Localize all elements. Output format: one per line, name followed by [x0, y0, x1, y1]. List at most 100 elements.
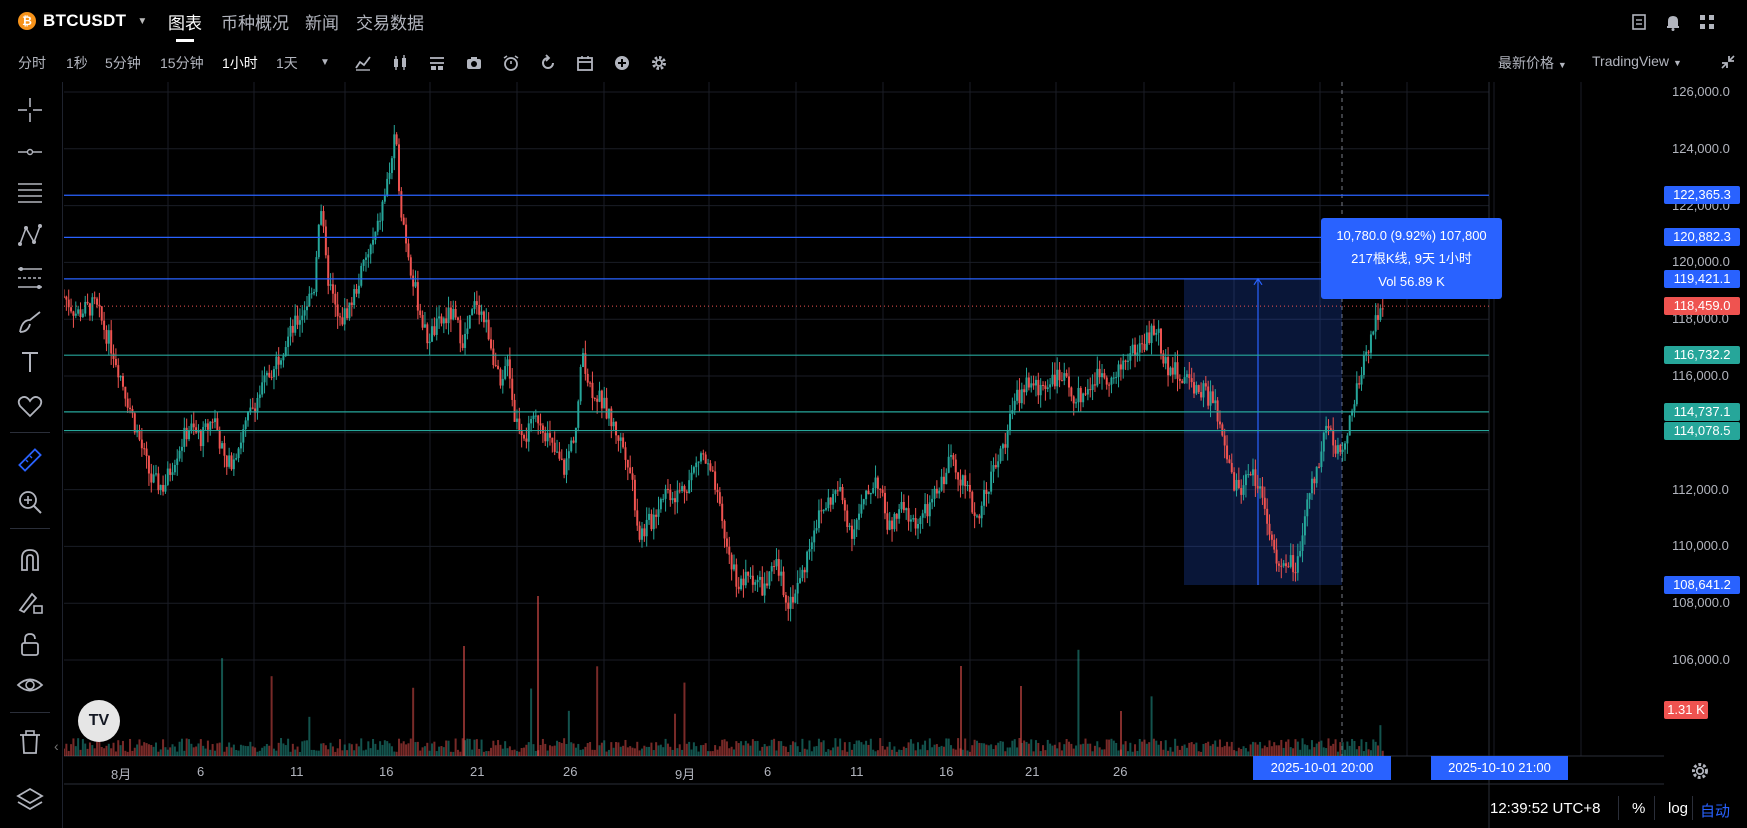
interval-tick[interactable]: 分时	[18, 55, 46, 71]
candle-body	[1233, 472, 1236, 491]
layout-icon[interactable]	[428, 54, 446, 72]
tab-coin-overview[interactable]: 币种概况	[221, 14, 289, 33]
magnet-icon[interactable]	[14, 544, 46, 576]
interval-dropdown-chevron-icon[interactable]: ▼	[320, 57, 330, 68]
tradingview-logo[interactable]: TV	[78, 700, 120, 742]
ruler-icon[interactable]	[14, 444, 46, 476]
notes-icon[interactable]	[1629, 12, 1649, 32]
candle-body	[211, 421, 214, 423]
fib-icon[interactable]	[14, 262, 46, 294]
log-scale-button[interactable]: log	[1668, 800, 1689, 817]
volume-bar	[421, 747, 424, 756]
interval-15m[interactable]: 15分钟	[160, 55, 204, 71]
volume-bar	[249, 741, 252, 756]
volume-bar	[447, 740, 450, 756]
candle-body	[310, 293, 313, 295]
clock[interactable]: 12:39:52 UTC+8	[1490, 800, 1601, 817]
volume-bar	[296, 746, 299, 756]
candle-style-icon[interactable]	[391, 54, 409, 72]
trash-icon[interactable]	[14, 726, 46, 758]
auto-scale-button[interactable]: 自动	[1700, 803, 1731, 820]
tab-trading-data[interactable]: 交易数据	[356, 14, 424, 33]
price-chart[interactable]	[64, 82, 1664, 828]
tab-chart[interactable]: 图表	[168, 14, 202, 33]
add-icon[interactable]	[613, 54, 631, 72]
horizontal-line-icon[interactable]	[14, 136, 46, 168]
candle-body	[473, 301, 476, 310]
multi-line-icon[interactable]	[14, 176, 46, 208]
volume-bar	[883, 749, 886, 756]
candle-body	[129, 407, 132, 409]
volume-bar	[1075, 745, 1078, 756]
volume-bar	[1358, 746, 1361, 756]
candle-body	[449, 307, 452, 320]
tab-news[interactable]: 新闻	[305, 14, 339, 33]
layers-icon[interactable]	[14, 784, 46, 816]
zoom-icon[interactable]	[14, 486, 46, 518]
crosshair-icon[interactable]	[14, 94, 46, 126]
candle-body	[950, 455, 953, 457]
candle-body	[1381, 308, 1384, 310]
text-icon[interactable]	[14, 346, 46, 378]
interval-1d[interactable]: 1天	[276, 55, 298, 71]
alarm-icon[interactable]	[502, 54, 520, 72]
volume-bar	[230, 747, 233, 756]
candle-body	[1126, 360, 1129, 362]
collapse-toolbar-arrow-icon[interactable]: ‹	[54, 738, 59, 754]
measure-box[interactable]	[1184, 278, 1342, 585]
volume-bar	[895, 751, 898, 756]
candle-body	[1256, 486, 1259, 489]
interval-1h[interactable]: 1小时	[222, 55, 258, 71]
volume-bar	[1381, 750, 1384, 756]
candle-body	[1280, 565, 1283, 567]
candle-body	[204, 423, 207, 427]
price-type-select[interactable]: 最新价格 ▼	[1498, 53, 1567, 73]
volume-bar	[1183, 744, 1186, 756]
lock-icon[interactable]	[14, 628, 46, 660]
platform-select[interactable]: TradingView ▼	[1592, 53, 1682, 69]
candle-body	[532, 415, 535, 420]
volume-bar	[1108, 739, 1111, 756]
volume-bar	[1020, 686, 1022, 756]
volume-bar	[640, 748, 643, 756]
gear-icon[interactable]	[650, 54, 668, 72]
replay-icon[interactable]	[539, 54, 557, 72]
volume-bar	[1301, 738, 1304, 756]
candle-body	[188, 430, 191, 440]
volume-bar	[206, 740, 209, 756]
volume-bar	[329, 742, 332, 756]
eye-icon[interactable]	[14, 670, 46, 702]
chart-settings-icon[interactable]	[1690, 761, 1710, 781]
indicator-icon[interactable]	[354, 54, 372, 72]
volume-bar	[1110, 738, 1113, 756]
candle-body	[280, 360, 283, 365]
interval-1s[interactable]: 1秒	[66, 55, 88, 71]
candle-body	[643, 528, 646, 537]
volume-bar	[265, 743, 268, 756]
candle-body	[631, 473, 634, 480]
calendar-icon[interactable]	[576, 54, 594, 72]
brush-icon[interactable]	[14, 306, 46, 338]
alert-bell-icon[interactable]	[1663, 12, 1683, 32]
percent-scale-button[interactable]: %	[1632, 800, 1646, 817]
volume-bar	[213, 750, 216, 756]
drawing-toolbar	[0, 82, 63, 828]
horizontal-lines[interactable]	[64, 194, 1489, 432]
volume-bar	[1308, 749, 1311, 756]
volume-bar	[1145, 743, 1148, 756]
apps-grid-icon[interactable]	[1697, 12, 1717, 32]
camera-icon[interactable]	[465, 54, 483, 72]
candle-body	[810, 542, 813, 550]
measure-range[interactable]	[1184, 273, 1348, 585]
pattern-icon[interactable]	[14, 220, 46, 252]
volume-bar	[364, 749, 367, 756]
volume-bar	[129, 738, 132, 756]
interval-5m[interactable]: 5分钟	[105, 55, 141, 71]
heart-icon[interactable]	[14, 390, 46, 422]
candle-body	[619, 437, 622, 441]
lock-draw-icon[interactable]	[14, 586, 46, 618]
volume-bar	[501, 748, 504, 756]
volume-bar	[532, 744, 535, 756]
collapse-icon[interactable]	[1720, 54, 1736, 70]
symbol-selector[interactable]: ₿ BTCUSDT ▼	[18, 10, 147, 32]
